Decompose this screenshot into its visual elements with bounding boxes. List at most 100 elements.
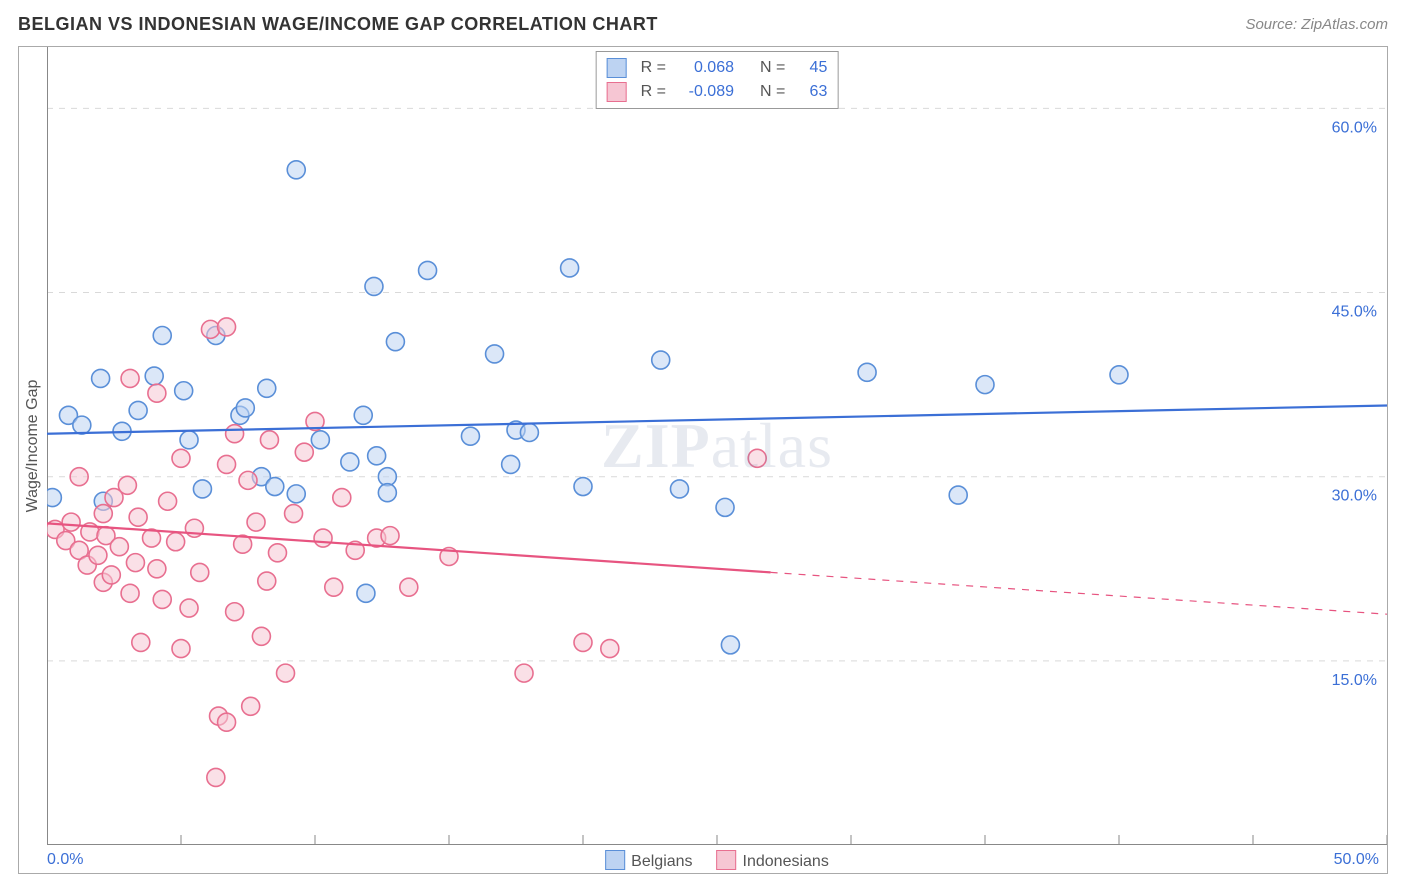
data-point-belgians <box>561 259 579 277</box>
stats-row-indonesians: R = -0.089 N = 63 <box>607 80 828 104</box>
x-axis-max-label: 50.0% <box>1334 851 1379 869</box>
data-point-indonesians <box>226 425 244 443</box>
legend-swatch-indonesians <box>717 850 737 870</box>
data-point-indonesians <box>574 633 592 651</box>
data-point-belgians <box>354 406 372 424</box>
data-point-belgians <box>419 261 437 279</box>
data-point-belgians <box>368 447 386 465</box>
data-point-indonesians <box>89 546 107 564</box>
plot-area: 15.0%30.0%45.0%60.0% ZIPatlas R =0.068N … <box>47 47 1387 845</box>
r-label: R = <box>641 56 666 80</box>
data-point-belgians <box>858 363 876 381</box>
data-point-indonesians <box>121 584 139 602</box>
chart-container: Wage/Income Gap 15.0%30.0%45.0%60.0% ZIP… <box>18 46 1388 874</box>
data-point-belgians <box>652 351 670 369</box>
data-point-indonesians <box>126 554 144 572</box>
data-point-indonesians <box>180 599 198 617</box>
data-point-belgians <box>92 369 110 387</box>
data-point-indonesians <box>132 633 150 651</box>
data-point-indonesians <box>172 640 190 658</box>
data-point-belgians <box>520 423 538 441</box>
y-axis-label: Wage/Income Gap <box>24 380 42 513</box>
trendline-extrapolated-indonesians <box>771 572 1387 614</box>
data-point-belgians <box>378 484 396 502</box>
n-value-indonesians: 63 <box>793 80 827 104</box>
data-point-belgians <box>193 480 211 498</box>
data-point-indonesians <box>172 449 190 467</box>
chart-title: BELGIAN VS INDONESIAN WAGE/INCOME GAP CO… <box>18 14 658 34</box>
x-axis-area: 0.0% Belgians Indonesians 50.0% <box>47 845 1387 873</box>
data-point-belgians <box>486 345 504 363</box>
data-point-indonesians <box>314 529 332 547</box>
data-point-indonesians <box>159 492 177 510</box>
data-point-belgians <box>357 584 375 602</box>
data-point-indonesians <box>601 640 619 658</box>
series-legend: Belgians Indonesians <box>605 850 829 871</box>
data-point-belgians <box>721 636 739 654</box>
data-point-belgians <box>386 333 404 351</box>
data-point-belgians <box>311 431 329 449</box>
legend-swatch-belgians <box>605 850 625 870</box>
data-point-indonesians <box>218 455 236 473</box>
data-point-belgians <box>287 161 305 179</box>
legend-item-belgians: Belgians <box>605 850 692 871</box>
data-point-belgians <box>976 376 994 394</box>
data-point-belgians <box>47 489 61 507</box>
data-point-belgians <box>180 431 198 449</box>
watermark: ZIPatlas <box>601 409 833 483</box>
legend-label-indonesians: Indonesians <box>743 853 829 870</box>
data-point-indonesians <box>167 533 185 551</box>
x-axis-min-label: 0.0% <box>47 851 83 869</box>
y-tick-label: 60.0% <box>1332 119 1377 136</box>
data-point-belgians <box>341 453 359 471</box>
data-point-indonesians <box>148 560 166 578</box>
data-point-belgians <box>461 427 479 445</box>
data-point-indonesians <box>218 713 236 731</box>
data-point-indonesians <box>260 431 278 449</box>
data-point-belgians <box>1110 366 1128 384</box>
correlation-stats-legend: R =0.068N =45R =-0.089N =63 <box>596 51 839 109</box>
data-point-indonesians <box>381 527 399 545</box>
y-tick-label: 15.0% <box>1332 672 1377 689</box>
data-point-indonesians <box>218 318 236 336</box>
data-point-indonesians <box>252 627 270 645</box>
data-point-belgians <box>145 367 163 385</box>
data-point-indonesians <box>148 384 166 402</box>
r-label: R = <box>641 80 666 104</box>
data-point-belgians <box>236 399 254 417</box>
data-point-belgians <box>365 277 383 295</box>
n-label: N = <box>760 80 785 104</box>
data-point-indonesians <box>70 468 88 486</box>
data-point-belgians <box>266 478 284 496</box>
data-point-belgians <box>949 486 967 504</box>
data-point-belgians <box>502 455 520 473</box>
r-value-indonesians: -0.089 <box>674 80 734 104</box>
data-point-belgians <box>175 382 193 400</box>
data-point-indonesians <box>277 664 295 682</box>
data-point-indonesians <box>102 566 120 584</box>
data-point-indonesians <box>515 664 533 682</box>
data-point-belgians <box>258 379 276 397</box>
data-point-indonesians <box>242 697 260 715</box>
legend-label-belgians: Belgians <box>631 853 692 870</box>
data-point-indonesians <box>153 590 171 608</box>
data-point-indonesians <box>285 505 303 523</box>
data-point-belgians <box>716 498 734 516</box>
data-point-indonesians <box>118 476 136 494</box>
data-point-indonesians <box>207 768 225 786</box>
data-point-indonesians <box>94 505 112 523</box>
data-point-indonesians <box>295 443 313 461</box>
data-point-indonesians <box>325 578 343 596</box>
data-point-indonesians <box>201 320 219 338</box>
n-value-belgians: 45 <box>793 56 827 80</box>
data-point-belgians <box>153 327 171 345</box>
legend-item-indonesians: Indonesians <box>717 850 829 871</box>
data-point-belgians <box>287 485 305 503</box>
data-point-indonesians <box>62 513 80 531</box>
data-point-indonesians <box>258 572 276 590</box>
data-point-indonesians <box>129 508 147 526</box>
data-point-belgians <box>73 416 91 434</box>
data-point-indonesians <box>121 369 139 387</box>
data-point-indonesians <box>268 544 286 562</box>
source-attribution: Source: ZipAtlas.com <box>1245 16 1388 33</box>
